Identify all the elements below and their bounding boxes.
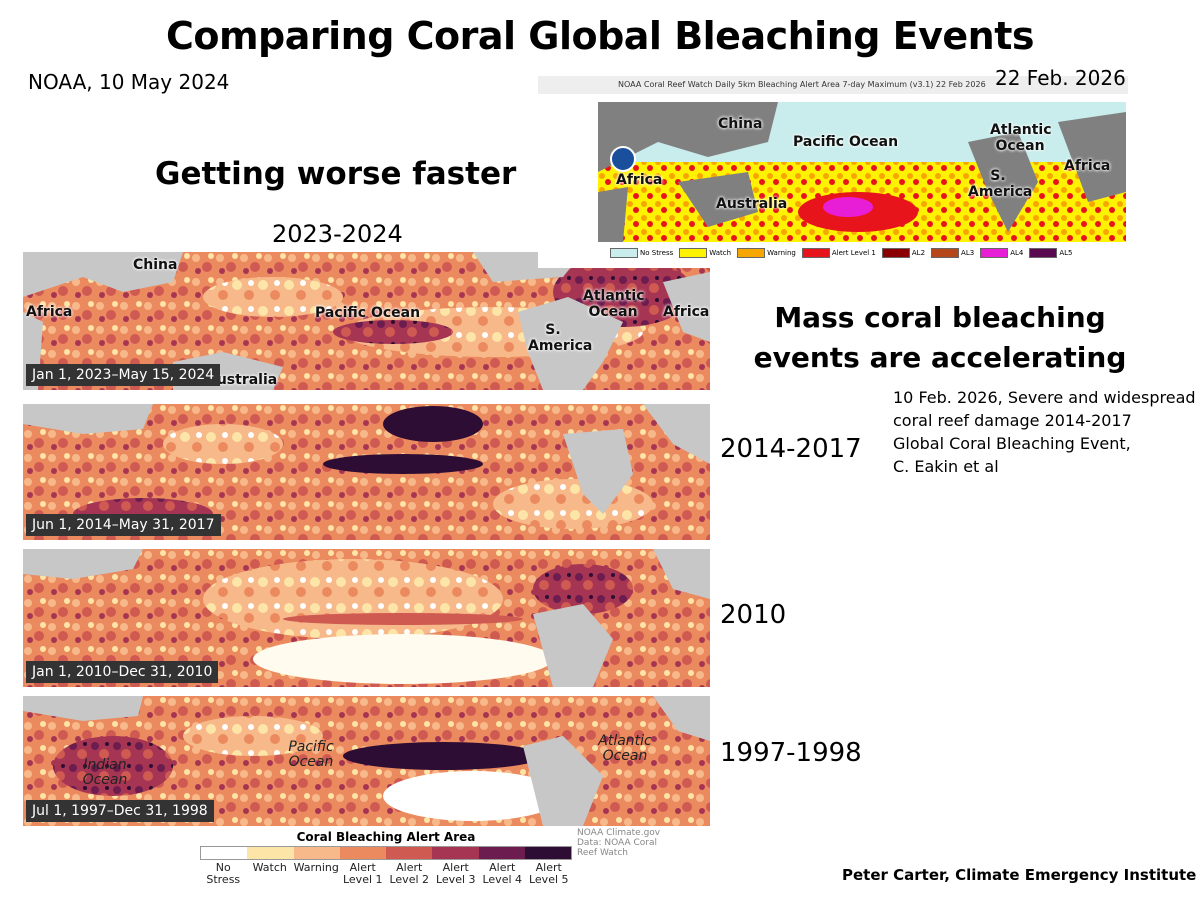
map-attribution: NOAA Climate.gov Data: NOAA Coral Reef W… — [577, 828, 660, 858]
inset-legend-item: AL3 — [931, 248, 974, 258]
label-atlantic-ocean: Atlantic Ocean — [598, 733, 652, 764]
inset-header: NOAA Coral Reef Watch Daily 5km Bleachin… — [538, 76, 1128, 94]
inset-legend-item: AL4 — [980, 248, 1023, 258]
inset-label-china: China — [718, 116, 763, 132]
noaa-2026-inset: NOAA Coral Reef Watch Daily 5km Bleachin… — [538, 76, 1128, 268]
author-credit: Peter Carter, Climate Emergency Institut… — [842, 866, 1197, 884]
legend-label: No Stress — [206, 861, 241, 886]
citation-line: coral reef damage 2014-2017 — [893, 411, 1132, 430]
attribution-line: Data: NOAA Coral — [577, 838, 657, 848]
legend-label: Alert Level 5 — [528, 861, 569, 886]
inset-date: 22 Feb. 2026 — [995, 66, 1126, 90]
inset-legend-item: No Stress — [610, 248, 673, 258]
legend-label: Alert Level 3 — [435, 861, 476, 886]
label-africa-east: Africa — [663, 304, 710, 320]
citation-line: Global Coral Bleaching Event, — [893, 434, 1131, 453]
noaa-logo-icon — [610, 146, 636, 172]
acceleration-line: Mass coral bleaching — [774, 301, 1106, 334]
label-africa-west: Africa — [26, 304, 73, 320]
source-date: NOAA, 10 May 2024 — [28, 70, 230, 94]
legend-label: Alert Level 2 — [389, 861, 430, 886]
attribution-line: NOAA Climate.gov — [577, 828, 661, 838]
year-label-2014-2017: 2014-2017 — [720, 434, 862, 464]
label-pacific-ocean: Pacific Ocean — [315, 305, 421, 321]
citation-block: 10 Feb. 2026, Severe and widespread cora… — [893, 386, 1198, 478]
legend-swatch — [524, 847, 571, 859]
legend-title: Coral Bleaching Alert Area — [296, 830, 476, 844]
inset-legend: No Stress Watch Warning Alert Level 1 AL… — [610, 248, 1073, 258]
year-label-2010: 2010 — [720, 600, 787, 630]
inset-label-africa-east: Africa — [1064, 158, 1111, 174]
inset-legend-item: Alert Level 1 — [801, 248, 876, 258]
map-date-tag: Jan 1, 2023–May 15, 2024 — [26, 364, 221, 386]
legend-swatch — [201, 847, 248, 859]
inset-map-image — [598, 102, 1126, 242]
label-south-america: S. America — [528, 322, 593, 354]
inset-label-australia: Australia — [716, 196, 788, 212]
label-china: China — [133, 257, 178, 273]
legend-colorbar — [200, 846, 572, 860]
inset-label-africa-west: Africa — [616, 172, 663, 188]
legend-label: Alert Level 1 — [342, 861, 383, 886]
bleaching-map-2023-2024: China Africa Pacific Ocean Atlantic Ocea… — [23, 252, 710, 390]
period-2023-2024: 2023-2024 — [272, 220, 403, 248]
bleaching-legend: Coral Bleaching Alert Area No Stress Wat… — [200, 830, 572, 886]
attribution-line: Reef Watch — [577, 848, 628, 858]
inset-legend-item: Watch — [679, 248, 731, 258]
label-atlantic-ocean: Atlantic Ocean — [583, 288, 645, 320]
acceleration-heading: Mass coral bleaching events are accelera… — [740, 298, 1140, 378]
inset-map: China Pacific Ocean Atlantic Ocean Afric… — [598, 102, 1126, 242]
slide-title: Comparing Coral Global Bleaching Events — [165, 14, 1035, 58]
year-label-1997-1998: 1997-1998 — [720, 738, 862, 768]
inset-label-pacific-ocean: Pacific Ocean — [793, 134, 899, 150]
map-date-tag: Jan 1, 2010–Dec 31, 2010 — [26, 661, 219, 683]
acceleration-line: events are accelerating — [753, 341, 1127, 374]
subtitle: Getting worse faster — [155, 156, 517, 192]
legend-label: Watch — [252, 861, 287, 874]
bleaching-map-2014-2017: Jun 1, 2014–May 31, 2017 — [23, 404, 710, 540]
legend-swatch — [386, 847, 433, 859]
label-australia: Australia — [206, 372, 278, 388]
citation-line: C. Eakin et al — [893, 457, 999, 476]
legend-swatch — [339, 847, 386, 859]
bleaching-map-1997-1998: Indian Ocean Pacific Ocean Atlantic Ocea… — [23, 696, 710, 826]
legend-swatch — [432, 847, 479, 859]
map-date-tag: Jul 1, 1997–Dec 31, 1998 — [26, 800, 214, 822]
legend-label: Alert Level 4 — [482, 861, 523, 886]
legend-label: Warning — [293, 861, 339, 874]
inset-legend-item: Warning — [737, 248, 796, 258]
inset-legend-item: AL2 — [881, 248, 925, 258]
legend-swatch — [293, 847, 340, 859]
inset-label-south-america: S. America — [968, 168, 1033, 200]
map-date-tag: Jun 1, 2014–May 31, 2017 — [26, 514, 221, 536]
legend-swatch — [478, 847, 525, 859]
legend-labels: No Stress Watch Warning Alert Level 1 Al… — [200, 860, 572, 886]
label-indian-ocean: Indian Ocean — [82, 757, 128, 788]
inset-label-atlantic-ocean: Atlantic Ocean — [990, 122, 1052, 154]
inset-legend-item: AL5 — [1029, 248, 1073, 258]
bleaching-map-2010: Jan 1, 2010–Dec 31, 2010 — [23, 549, 710, 687]
citation-line: 10 Feb. 2026, Severe and widespread — [893, 388, 1196, 407]
label-pacific-ocean: Pacific Ocean — [288, 739, 334, 770]
legend-swatch — [247, 847, 294, 859]
